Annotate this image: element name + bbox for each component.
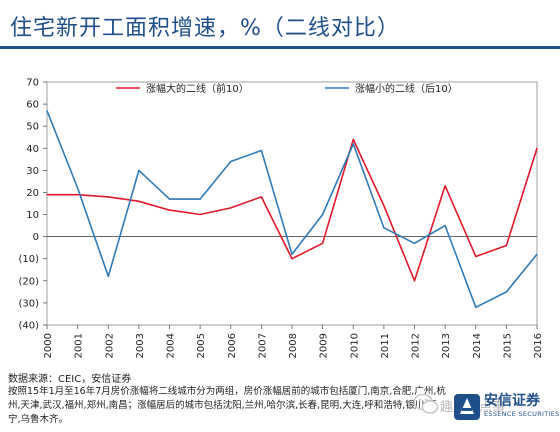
x-tick-label: 2016 [533, 333, 544, 358]
data-point [260, 149, 262, 152]
y-tick-label: (30) [18, 298, 39, 309]
y-axis: 70 60 50 40 30 20 10 0 (10) (20) (30) (40) [18, 78, 47, 332]
data-point [107, 275, 109, 277]
data-point [107, 196, 109, 198]
data-point [444, 224, 446, 227]
data-point [46, 194, 48, 196]
x-tick-label: 2003 [135, 333, 146, 358]
series-line-1 [47, 138, 538, 282]
data-point [322, 242, 324, 244]
x-tick-label: 2009 [319, 333, 330, 358]
y-tick-label: 60 [26, 100, 39, 111]
data-point [444, 185, 446, 187]
data-point [77, 194, 79, 196]
data-point [505, 291, 507, 293]
x-tick-label: 2010 [349, 333, 360, 358]
data-point [291, 258, 293, 260]
y-tick-label: 0 [33, 232, 39, 243]
legend: 涨幅大的二线（前10） 涨幅小的二线（后10） [116, 82, 458, 95]
footnote: 按照15年1月至16年7月房价涨幅将二线城市分为两组，房价涨幅居前的城市包括厦门… [8, 386, 446, 425]
x-tick-label: 2008 [288, 333, 299, 358]
data-point [260, 196, 262, 198]
plot-frame [46, 81, 538, 326]
data-point [168, 209, 171, 211]
series-line-2 [46, 110, 538, 309]
legend-label-2: 涨幅小的二线（后10） [355, 82, 458, 95]
series-layer [46, 110, 538, 309]
data-point [352, 138, 354, 141]
y-tick-label: 40 [26, 144, 39, 155]
x-tick-label: 2011 [380, 333, 391, 358]
data-point [413, 280, 416, 282]
data-point [505, 244, 507, 247]
data-point [138, 169, 140, 171]
y-tick-label: 70 [26, 78, 39, 89]
logo-name: 安信证券 [484, 393, 540, 409]
data-point [230, 160, 232, 163]
title-rule [0, 46, 560, 49]
data-source: 数据来源：CEIC，安信证券 [8, 374, 132, 385]
data-point [413, 242, 416, 244]
data-point [77, 187, 79, 189]
y-tick-label: 30 [26, 166, 39, 177]
data-point [46, 110, 48, 112]
data-point [475, 306, 477, 308]
x-tick-label: 2012 [411, 333, 422, 358]
x-tick-label: 2007 [257, 333, 268, 358]
x-tick-label: 2005 [196, 333, 207, 358]
data-point [168, 198, 171, 200]
data-point [536, 147, 538, 149]
y-tick-label: 20 [26, 188, 39, 199]
y-tick-label: 50 [26, 122, 39, 133]
x-tick-label: 2000 [43, 333, 54, 358]
data-point [475, 255, 477, 258]
data-point [322, 213, 324, 216]
data-point [230, 207, 232, 209]
x-tick-label: 2004 [166, 333, 177, 358]
x-tick-label: 2006 [227, 333, 238, 358]
y-tick-label: (10) [18, 254, 39, 265]
essence-logo-icon [454, 394, 480, 420]
data-point [383, 227, 385, 229]
x-tick-label: 2013 [441, 333, 452, 358]
x-tick-label: 2001 [74, 333, 85, 358]
y-tick-label: 10 [26, 210, 39, 221]
wechat-icon [413, 393, 439, 414]
data-point [199, 213, 201, 216]
page-title: 住宅新开工面积增速，%（二线对比） [10, 16, 400, 41]
x-tick-label: 2015 [502, 333, 513, 358]
x-tick-label: 2002 [104, 333, 115, 358]
data-point [199, 198, 201, 200]
data-point [536, 253, 538, 255]
data-point [352, 143, 354, 145]
data-point [291, 253, 293, 255]
data-point [138, 200, 140, 202]
logo-subtitle: ESSENCE SECURITIES [484, 410, 560, 418]
y-tick-label: (20) [18, 276, 39, 287]
data-point [383, 205, 385, 207]
legend-label-1: 涨幅大的二线（前10） [146, 82, 249, 95]
x-axis: 2000 2001 2002 2003 2004 2005 2006 2007 2008 2009… [43, 325, 544, 358]
y-tick-label: (40) [18, 321, 39, 332]
x-tick-label: 2014 [472, 333, 483, 358]
plot-border [46, 81, 538, 326]
